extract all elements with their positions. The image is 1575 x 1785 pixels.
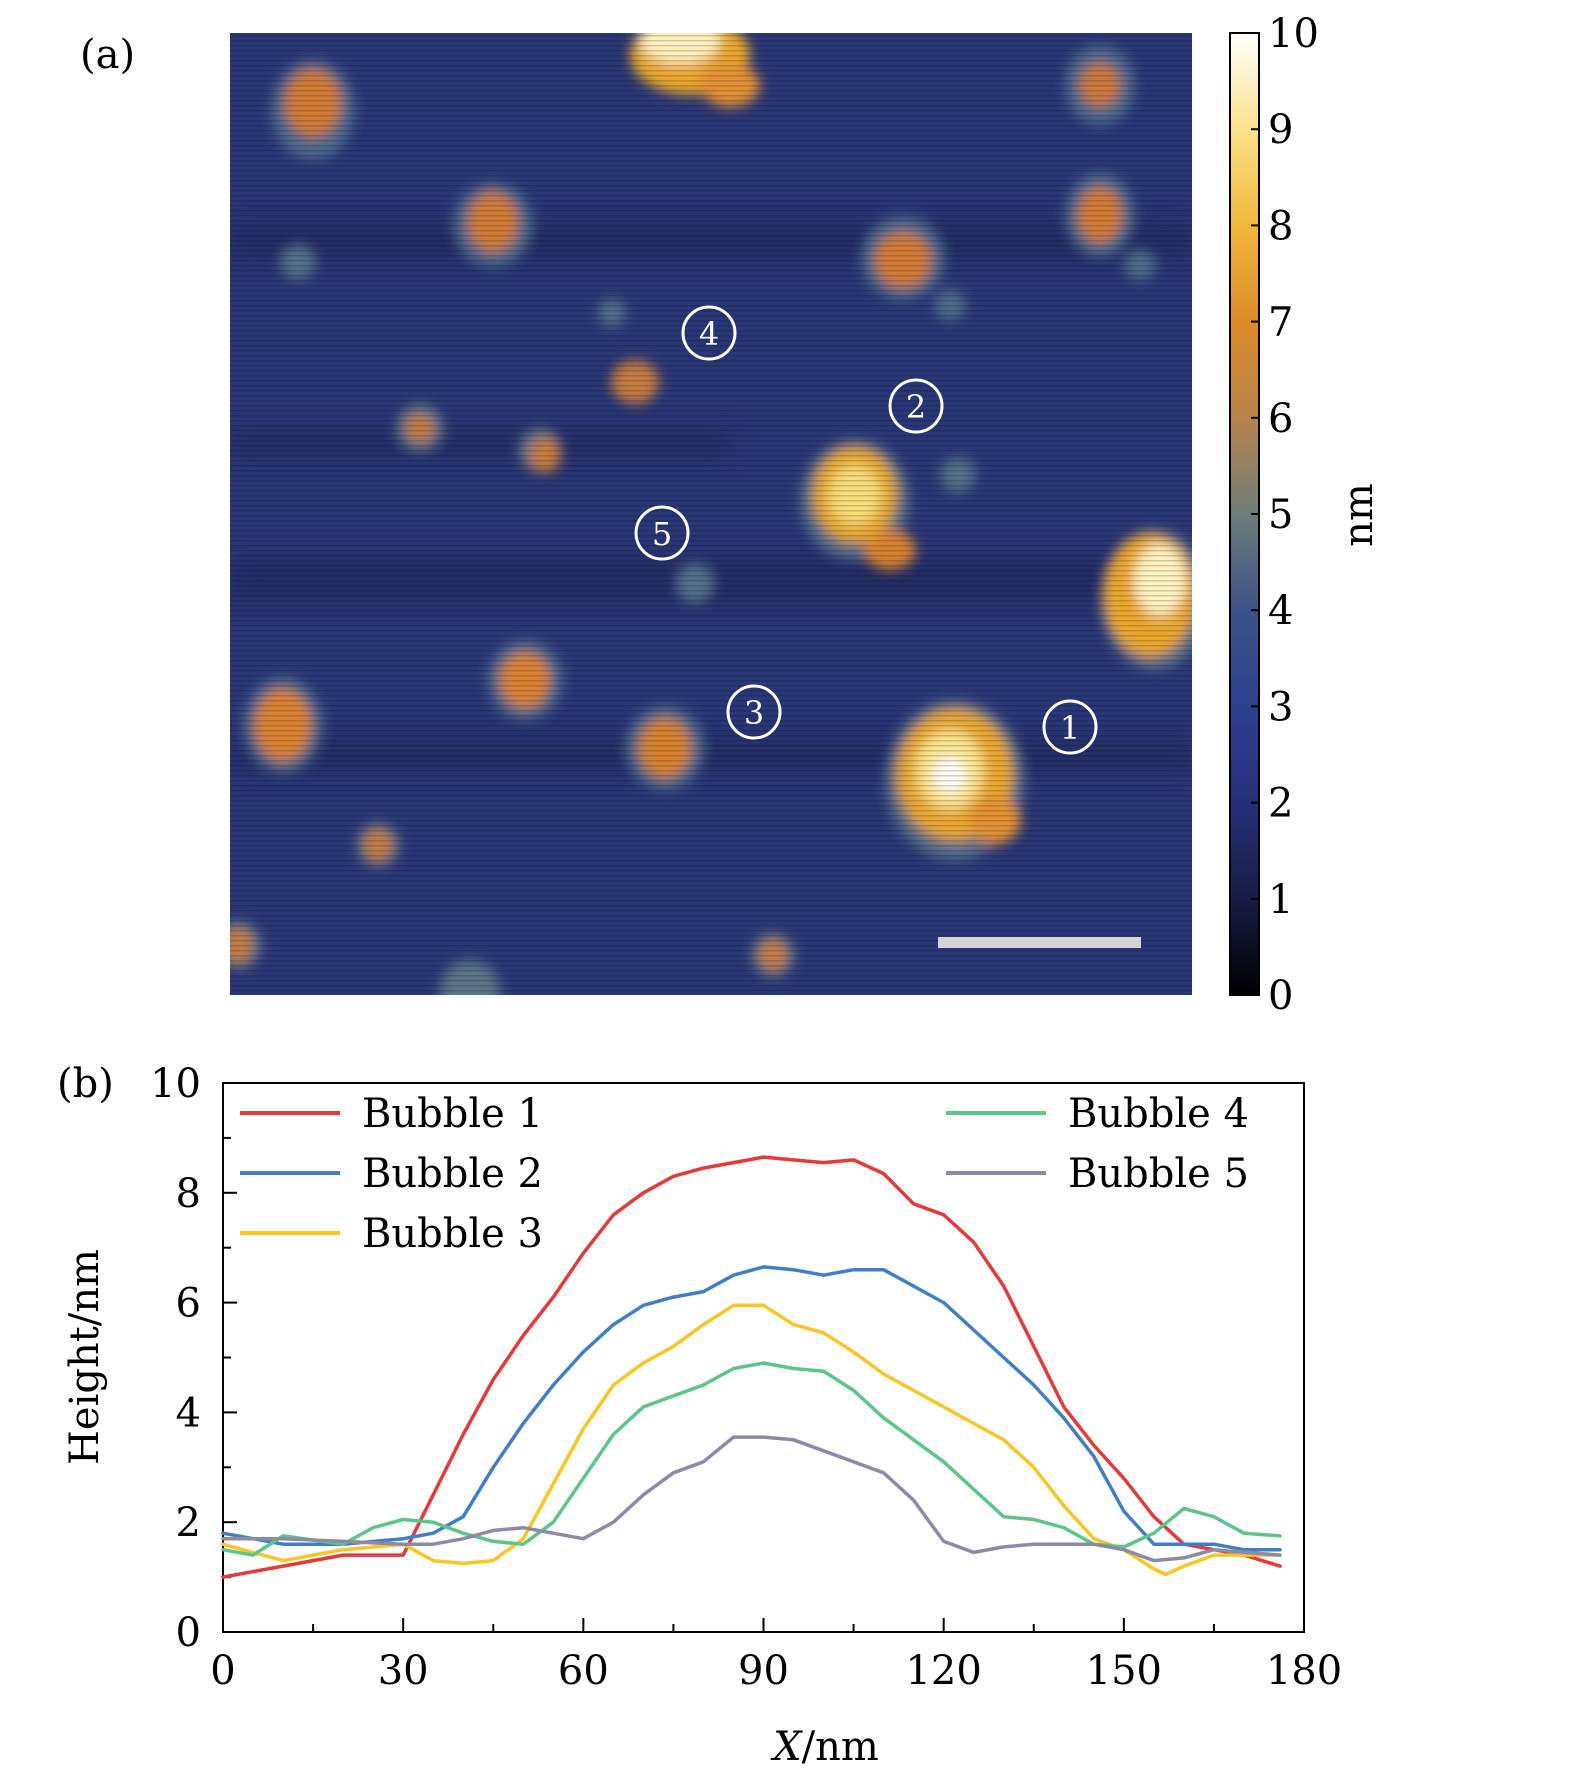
colorbar-tick-label: 8 <box>1268 203 1293 249</box>
x-tick-label: 90 <box>738 1648 789 1694</box>
legend-label: Bubble 2 <box>362 1151 543 1197</box>
legend-label: Bubble 5 <box>1068 1151 1249 1197</box>
series-line-bubble-2 <box>221 1265 1282 1552</box>
legend-label: Bubble 3 <box>362 1211 543 1257</box>
colorbar-tick-label: 4 <box>1268 588 1293 634</box>
colorbar-tick-label: 6 <box>1268 396 1293 442</box>
colorbar-tick-label: 1 <box>1268 877 1293 923</box>
colorbar-gradient <box>1229 32 1260 996</box>
legend-label: Bubble 1 <box>362 1091 543 1137</box>
bubble-marker-5: 5 <box>634 505 690 561</box>
x-tick-label: 120 <box>905 1648 981 1694</box>
legend-item-bubble-4: Bubble 4 <box>946 1091 1249 1137</box>
legend: Bubble 1 Bubble 2 Bubble 3 Bubble 4 Bubble 5 <box>240 1091 1249 1257</box>
bubble-marker-circle <box>1042 699 1098 755</box>
bubble-marker-3: 3 <box>726 684 782 740</box>
bubble-marker-circle <box>726 684 782 740</box>
bubble-marker-circle <box>888 378 944 434</box>
y-tick-label: 0 <box>176 1610 201 1656</box>
bubble-marker-circle <box>634 505 690 561</box>
y-tick-label: 4 <box>176 1390 201 1436</box>
bubble-marker-circle <box>681 305 737 361</box>
x-axis-label-variable: X <box>770 1724 803 1770</box>
series-line-bubble-4 <box>221 1361 1282 1557</box>
colorbar-tick-label: 2 <box>1268 781 1293 827</box>
x-tick-label: 150 <box>1086 1648 1162 1694</box>
legend-item-bubble-1: Bubble 1 <box>240 1091 543 1137</box>
bubble-marker-4: 4 <box>681 305 737 361</box>
x-tick-label: 0 <box>210 1648 235 1694</box>
colorbar-tick-label: 7 <box>1268 300 1293 346</box>
bubble-marker-label: 4 <box>699 315 719 353</box>
bubble-markers: 1 2 3 4 5 <box>634 305 1098 755</box>
colorbar-ticks: 0 1 2 3 4 5 6 7 8 9 10 <box>1251 11 1319 1019</box>
panel-a-label: (a) <box>80 32 135 78</box>
colorbar-tick-label: 3 <box>1268 684 1293 730</box>
legend-label: Bubble 4 <box>1068 1091 1249 1137</box>
panel-a: (a) <box>80 11 1382 1019</box>
x-tick-label: 60 <box>558 1648 609 1694</box>
afm-height-image: 1 2 3 4 5 <box>230 33 1192 995</box>
bubble-marker-2: 2 <box>888 378 944 434</box>
x-axis-label: X/nm <box>770 1724 879 1770</box>
legend-item-bubble-3: Bubble 3 <box>240 1211 543 1257</box>
colorbar-tick-label: 10 <box>1268 11 1319 57</box>
plot-axes: 0 30 60 90 120 150 180 0 2 4 6 8 10 <box>150 1061 1342 1694</box>
y-tick-label: 6 <box>176 1281 201 1327</box>
x-axis-label-unit: /nm <box>802 1724 879 1770</box>
afm-scanlines <box>230 33 1192 995</box>
series-line-bubble-1 <box>221 1155 1282 1579</box>
bubble-marker-label: 5 <box>652 515 672 553</box>
legend-item-bubble-2: Bubble 2 <box>240 1151 543 1197</box>
series-line-bubble-5 <box>221 1435 1282 1563</box>
series-lines <box>221 1155 1282 1579</box>
y-axis-label: Height/nm <box>62 1249 108 1465</box>
colorbar: 0 1 2 3 4 5 6 7 8 9 10 nm <box>1229 11 1382 1019</box>
series-line-bubble-3 <box>221 1303 1282 1577</box>
panel-b-label: (b) <box>57 1061 114 1107</box>
bubble-marker-label: 1 <box>1060 709 1080 747</box>
y-tick-label: 2 <box>176 1500 201 1546</box>
y-tick-label: 8 <box>176 1171 201 1217</box>
colorbar-unit-label: nm <box>1336 483 1382 547</box>
legend-item-bubble-5: Bubble 5 <box>946 1151 1249 1197</box>
colorbar-tick-label: 9 <box>1268 107 1293 153</box>
colorbar-tick-label: 5 <box>1268 492 1293 538</box>
x-tick-label: 180 <box>1266 1648 1342 1694</box>
y-tick-label: 10 <box>150 1061 201 1107</box>
scale-bar <box>938 937 1141 948</box>
bubble-marker-1: 1 <box>1042 699 1098 755</box>
bubble-marker-label: 2 <box>906 388 926 426</box>
bubble-marker-label: 3 <box>744 694 764 732</box>
x-tick-label: 30 <box>378 1648 429 1694</box>
colorbar-tick-label: 0 <box>1268 973 1293 1019</box>
